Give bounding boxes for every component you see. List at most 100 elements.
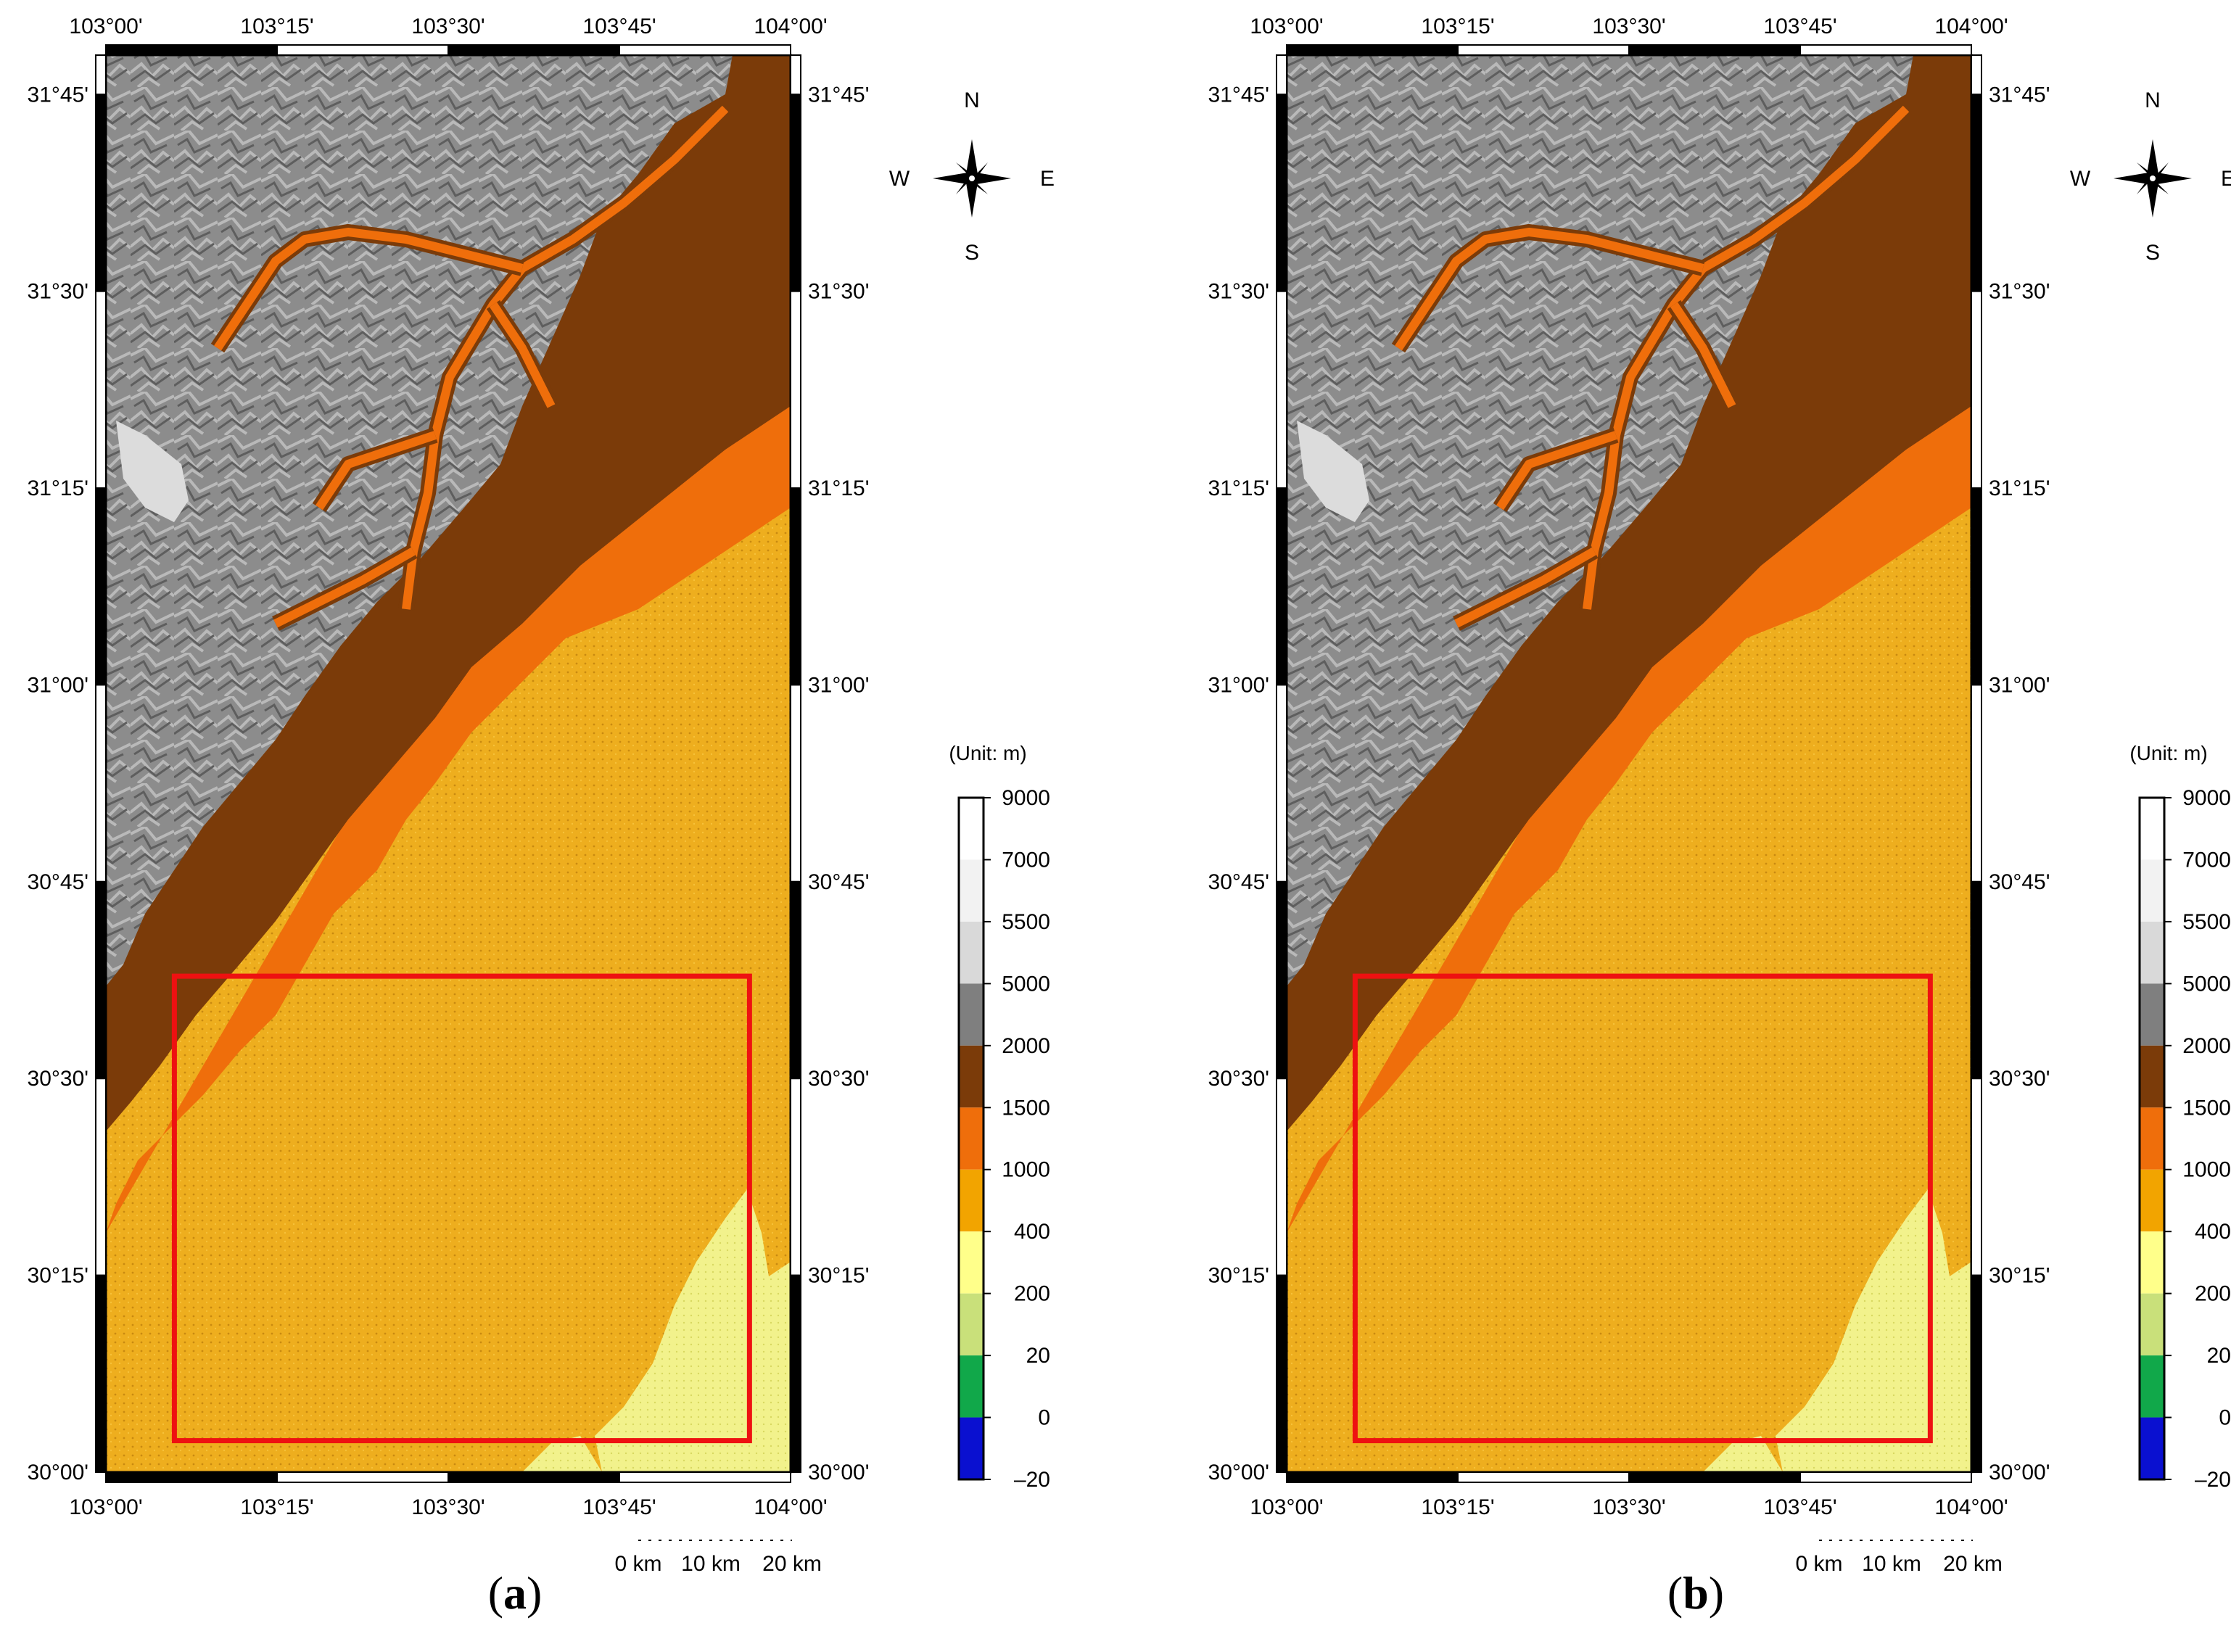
lat-tick-label-right: 30°00' bbox=[808, 1461, 869, 1484]
lat-tick-label-right: 31°45' bbox=[808, 83, 869, 107]
scale-bar-label: 20 km bbox=[1943, 1552, 2003, 1576]
border-bar-left bbox=[95, 880, 107, 1080]
border-bar-left bbox=[1276, 880, 1287, 1080]
river-valley-inner bbox=[402, 105, 729, 610]
border-bar-top bbox=[1628, 44, 1801, 56]
legend-tick-label: 0 bbox=[2219, 1406, 2231, 1430]
border-bar-right bbox=[790, 487, 801, 686]
lon-tick-label-bottom: 103°30' bbox=[1592, 1495, 1665, 1519]
legend-color-swatch bbox=[959, 859, 983, 922]
lon-tick-label-top: 103°45' bbox=[1763, 15, 1836, 38]
lon-tick-label-bottom: 103°15' bbox=[240, 1495, 313, 1519]
lon-tick-label-bottom: 104°00' bbox=[1934, 1495, 2008, 1519]
scale-bar-label: 0 km bbox=[614, 1552, 661, 1576]
border-bar-right bbox=[1971, 94, 1982, 292]
river-valley-inner bbox=[316, 431, 437, 511]
legend-unit-label: (Unit: m) bbox=[2129, 742, 2207, 764]
legend-color-swatch bbox=[959, 1045, 983, 1108]
lon-tick-label-bottom: 103°00' bbox=[1250, 1495, 1323, 1519]
border-bar-left bbox=[95, 54, 107, 96]
border-bar-bottom bbox=[105, 1471, 278, 1483]
border-bar-bottom bbox=[1286, 1471, 1459, 1483]
map-panel-a: 103°00' 103°00' 103°15' 103°15' 103°30' 103°3… bbox=[28, 15, 1055, 1619]
map-panel-b: 103°00' 103°00' 103°15' 103°15' 103°30' 103°3… bbox=[1181, 0, 2231, 1652]
lat-tick-label-right: 31°45' bbox=[1989, 83, 2050, 107]
legend-color-swatch bbox=[959, 1107, 983, 1170]
border-bar-left bbox=[1276, 290, 1287, 490]
lat-tick-label-right: 30°45' bbox=[808, 870, 869, 894]
compass-north-label: N bbox=[964, 88, 980, 112]
border-bar-bottom bbox=[619, 1471, 791, 1483]
legend-color-swatch bbox=[2140, 1169, 2164, 1232]
border-bar-right bbox=[1971, 880, 1982, 1080]
lat-tick-label-left: 31°15' bbox=[1208, 476, 1269, 500]
border-bar-right bbox=[790, 880, 801, 1080]
border-bar-bottom bbox=[1799, 1471, 1972, 1483]
lat-tick-label-left: 31°00' bbox=[28, 673, 88, 697]
lat-tick-label-left: 31°45' bbox=[28, 83, 88, 107]
lat-tick-label-right: 31°00' bbox=[808, 673, 869, 697]
lat-tick-label-left: 30°00' bbox=[28, 1461, 88, 1484]
lat-tick-label-right: 30°45' bbox=[1989, 870, 2050, 894]
legend-tick-label: 1000 bbox=[1002, 1158, 1050, 1182]
border-bar-left bbox=[95, 1274, 107, 1473]
border-bar-right bbox=[790, 94, 801, 292]
lon-tick-label-top: 104°00' bbox=[1934, 15, 2008, 38]
scale-bar-label: 20 km bbox=[762, 1552, 822, 1576]
lat-tick-label-right: 31°30' bbox=[1989, 280, 2050, 304]
lat-tick-label-left: 31°30' bbox=[28, 280, 88, 304]
lat-tick-label-right: 30°15' bbox=[808, 1264, 869, 1288]
border-bar-top bbox=[1457, 44, 1630, 56]
lon-tick-label-bottom: 103°45' bbox=[1763, 1495, 1836, 1519]
scale-bar-label: 0 km bbox=[1795, 1552, 1842, 1576]
river-valley-inner bbox=[1496, 431, 1617, 511]
river-valley-inner bbox=[1583, 105, 1910, 610]
legend-tick-label: 9000 bbox=[2182, 786, 2231, 810]
lat-tick-label-left: 30°15' bbox=[1208, 1264, 1269, 1288]
caption-b: (b) bbox=[1667, 1567, 1725, 1619]
legend-frame bbox=[2138, 796, 2166, 1481]
lon-tick-label-top: 103°45' bbox=[582, 15, 656, 38]
legend-unit-label: (Unit: m) bbox=[949, 742, 1026, 764]
elevation-map bbox=[106, 55, 791, 1472]
border-bar-right bbox=[1971, 54, 1982, 96]
compass-west-label: W bbox=[889, 167, 910, 191]
legend-color-swatch bbox=[2140, 1231, 2164, 1294]
legend-color-swatch bbox=[959, 798, 983, 860]
compass-east-label: E bbox=[1040, 167, 1055, 191]
lon-tick-label-bottom: 103°00' bbox=[69, 1495, 142, 1519]
legend-tick-label: –20 bbox=[2195, 1468, 2231, 1492]
compass-center bbox=[969, 175, 975, 181]
lat-tick-label-right: 30°00' bbox=[1989, 1461, 2050, 1484]
border-bar-left bbox=[1276, 94, 1287, 292]
lon-tick-label-top: 104°00' bbox=[754, 15, 827, 38]
high-peak-area bbox=[116, 421, 189, 522]
border-bar-left bbox=[95, 1078, 107, 1276]
river-valley-inner bbox=[1454, 547, 1596, 628]
border-bar-bottom bbox=[1628, 1471, 1801, 1483]
legend-color-swatch bbox=[959, 1169, 983, 1232]
border-bar-left bbox=[1276, 54, 1287, 96]
border-bar-right bbox=[1971, 684, 1982, 883]
legend-tick-label: 7000 bbox=[1002, 848, 1050, 872]
lowland-200-400 bbox=[1776, 1189, 1971, 1472]
legend-tick-label: 9000 bbox=[1002, 786, 1050, 810]
compass-north-label: N bbox=[2145, 88, 2161, 112]
compass-rose-icon bbox=[933, 139, 1011, 218]
border-bar-bottom bbox=[448, 1471, 620, 1483]
legend-tick-label: 1500 bbox=[2182, 1096, 2231, 1120]
border-bar-bottom bbox=[276, 1471, 449, 1483]
study-area-box bbox=[171, 973, 752, 1444]
legend-tick-label: 2000 bbox=[1002, 1034, 1050, 1058]
lat-tick-label-right: 30°30' bbox=[1989, 1067, 2050, 1091]
legend-tick-label: 1000 bbox=[2182, 1158, 2231, 1182]
legend-color-swatch bbox=[2140, 1045, 2164, 1108]
legend-tick-label: 400 bbox=[1014, 1220, 1050, 1244]
border-bar-right bbox=[1971, 290, 1982, 490]
lon-tick-label-bottom: 103°30' bbox=[411, 1495, 484, 1519]
border-bar-left bbox=[1276, 487, 1287, 686]
lat-tick-label-left: 30°30' bbox=[28, 1067, 88, 1091]
legend-color-swatch bbox=[2140, 1293, 2164, 1356]
map-figure-a: 103°00' 103°00' 103°15' 103°15' 103°30' 103°3… bbox=[28, 15, 1055, 1576]
compass-south-label: S bbox=[2145, 241, 2160, 265]
